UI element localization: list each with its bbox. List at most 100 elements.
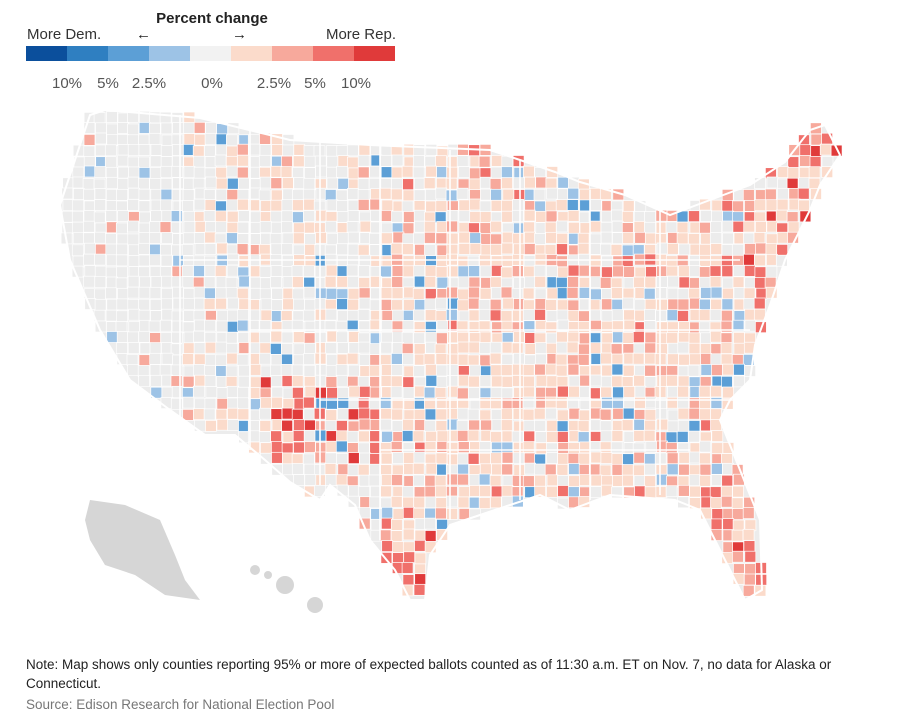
county-cell [634, 396, 646, 409]
county-cell [116, 298, 129, 311]
county-cell [325, 474, 337, 486]
county-cell [611, 353, 624, 366]
county-cell [469, 211, 482, 223]
county-cell [259, 352, 271, 365]
county-cell [480, 419, 492, 432]
county-cell [237, 397, 249, 410]
county-cell [72, 255, 85, 268]
county-cell [414, 573, 427, 586]
county-cell [227, 419, 239, 431]
county-cell [226, 134, 238, 147]
county-cell [115, 342, 128, 355]
county-cell [524, 332, 537, 344]
county-cell [225, 365, 238, 378]
county-cell [787, 221, 800, 234]
county-cell [666, 321, 679, 334]
county-cell [292, 288, 305, 301]
county-cell [159, 319, 172, 332]
county-cell [678, 265, 690, 278]
county-cell [612, 386, 624, 399]
county-cell [491, 155, 503, 167]
county-cell [676, 431, 689, 443]
county-cell [535, 386, 548, 399]
county-cell [777, 166, 789, 178]
county-cell [127, 342, 140, 354]
county-cell [204, 264, 217, 277]
county-cell [379, 442, 392, 454]
county-cell [655, 309, 667, 322]
county-cell [359, 354, 372, 366]
county-cell [511, 287, 524, 300]
county-cell [513, 331, 525, 343]
county-cell [490, 276, 502, 289]
county-cell [743, 573, 756, 586]
county-cell [127, 233, 140, 246]
county-cell [590, 451, 603, 464]
county-cell [391, 287, 404, 300]
county-cell [259, 320, 272, 332]
county-cell [435, 420, 448, 432]
county-cell [84, 165, 96, 178]
county-cell [116, 243, 128, 256]
county-cell [106, 176, 119, 189]
county-cell [391, 408, 404, 421]
county-cell [534, 485, 546, 498]
county-cell [743, 298, 756, 310]
county-cell [381, 222, 394, 235]
county-cell [501, 210, 514, 223]
county-cell [711, 508, 724, 520]
county-cell [665, 485, 678, 498]
county-cell [491, 321, 504, 334]
county-cell [644, 386, 657, 399]
county-cell [381, 506, 394, 519]
county-cell [744, 550, 757, 563]
county-cell [720, 485, 733, 498]
county-cell [391, 364, 403, 376]
county-cell [656, 298, 668, 311]
county-cell [193, 286, 206, 299]
county-cell [346, 352, 359, 365]
county-cell [546, 310, 559, 322]
county-cell [523, 255, 536, 267]
county-cell [358, 418, 371, 431]
county-cell [710, 330, 722, 343]
county-cell [534, 308, 546, 321]
county-cell [105, 287, 117, 300]
county-cell [611, 220, 624, 233]
county-cell [150, 210, 163, 223]
county-cell [731, 243, 744, 256]
county-cell [104, 156, 117, 169]
county-cell [414, 244, 426, 256]
county-cell [138, 266, 150, 279]
county-cell [128, 321, 141, 333]
county-cell [501, 231, 514, 244]
county-cell [159, 221, 172, 234]
county-cell [601, 396, 613, 409]
county-cell [270, 330, 283, 343]
county-cell [513, 222, 525, 235]
county-cell [633, 374, 645, 387]
county-cell [601, 266, 613, 279]
county-cell [567, 331, 580, 344]
county-cell [379, 418, 392, 431]
county-cell [556, 341, 568, 354]
county-cell [215, 210, 227, 223]
county-cell [94, 276, 107, 289]
county-cell [215, 166, 228, 179]
county-cell [401, 342, 414, 355]
county-cell [326, 199, 339, 212]
county-cell [711, 474, 723, 486]
county-cell [413, 232, 425, 245]
county-cell [830, 144, 843, 157]
county-cell [357, 486, 370, 498]
county-cell [336, 222, 349, 234]
county-cell [633, 451, 646, 464]
county-cell [204, 243, 217, 255]
county-cell [533, 188, 546, 201]
county-cell [412, 288, 425, 300]
county-cell [138, 167, 151, 179]
county-cell [238, 375, 251, 388]
county-cell [172, 144, 184, 156]
county-cell [568, 475, 580, 488]
county-cell [183, 342, 196, 355]
